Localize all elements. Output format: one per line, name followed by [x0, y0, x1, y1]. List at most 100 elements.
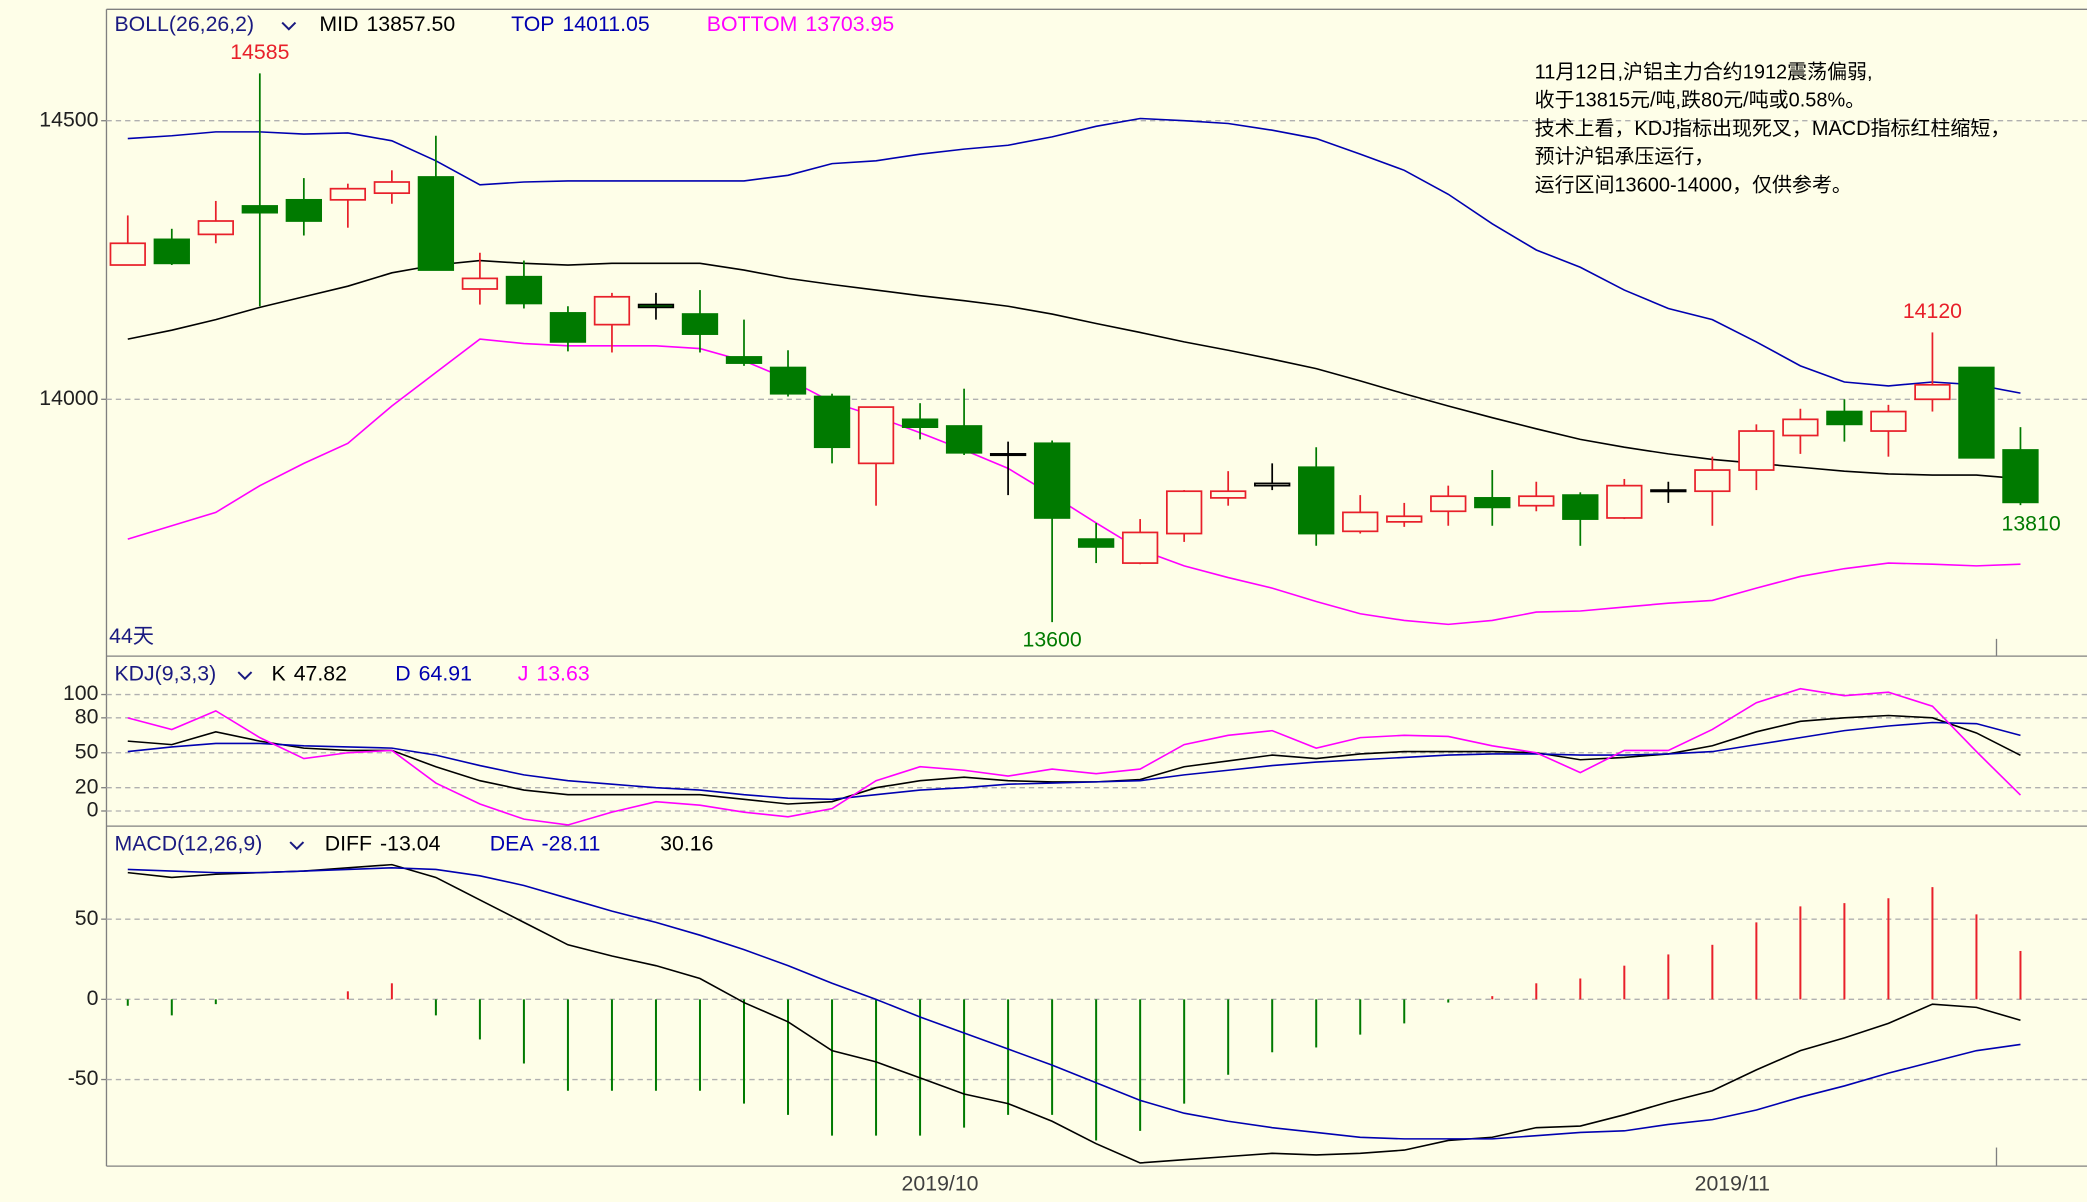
candle-body: [769, 366, 807, 395]
legend-entry: K 47.82: [272, 661, 347, 685]
candle-body: [153, 238, 190, 265]
note-line: 11月12日,沪铝主力合约1912震荡偏弱,: [1535, 60, 1873, 83]
indicator-line: [127, 117, 2021, 394]
candle-body: [1782, 418, 1819, 437]
candle-body: [329, 187, 367, 201]
candle-body: [373, 181, 411, 195]
candle-body: [1518, 495, 1555, 507]
y-tick-label: -50: [68, 1066, 99, 1090]
y-tick-label: 80: [75, 704, 99, 728]
legend-name: BOTTOM: [707, 12, 798, 36]
candle-body: [1958, 366, 1995, 459]
candle-body: [1298, 466, 1335, 535]
price-label: 13810: [2002, 512, 2061, 536]
note-line: 技术上看，KDJ指标出现死叉，MACD指标红柱缩短，: [1535, 117, 2011, 140]
candle-body: [1650, 489, 1687, 493]
candle-body: [1254, 482, 1291, 487]
price-label: 14585: [230, 40, 289, 64]
legend-value: -28.11: [542, 831, 601, 855]
legend-entry: BOTTOM 13703.95: [707, 12, 894, 36]
candle-body: [1474, 497, 1511, 509]
candle-body: [1562, 494, 1599, 520]
legend-value: 13.63: [536, 661, 589, 685]
candle-body: [725, 356, 763, 364]
candle-body: [989, 453, 1027, 457]
candle-body: [285, 198, 323, 222]
candle-body: [2002, 449, 2039, 504]
candle-body: [1210, 490, 1247, 499]
legend-name: DIFF: [325, 831, 372, 855]
y-tick-label: 20: [75, 774, 99, 798]
candle-body: [1342, 511, 1379, 533]
kdj-title: KDJ(9,3,3): [114, 661, 216, 685]
legend-entry: DIFF -13.04: [325, 831, 441, 855]
candle-body: [1077, 538, 1115, 548]
x-tick-label: 2019/10: [902, 1171, 979, 1195]
legend-entry: DEA -28.11: [490, 831, 601, 855]
candle-body: [1121, 531, 1159, 564]
candle-body: [1738, 430, 1775, 471]
candle-body: [945, 425, 983, 454]
legend-name: K: [272, 661, 286, 685]
legend-value: 13703.95: [805, 12, 894, 36]
candle-body: [461, 277, 499, 290]
legend-entry: MID 13857.50: [319, 12, 455, 36]
candle-body: [1430, 495, 1467, 513]
y-tick-label: 100: [63, 681, 99, 705]
dropdown-icon[interactable]: [281, 21, 297, 31]
y-tick-label: 0: [87, 986, 99, 1010]
candle-body: [901, 418, 939, 429]
dropdown-icon[interactable]: [289, 841, 305, 851]
candle-body: [1870, 410, 1907, 432]
y-tick-label: 14500: [39, 107, 98, 131]
candle-body: [1606, 484, 1643, 519]
macd-value: 30.16: [660, 831, 713, 855]
x-tick-label: 2019/11: [1695, 1171, 1770, 1195]
y-tick-label: 14000: [39, 386, 98, 410]
indicator-line: [127, 863, 2021, 1164]
legend-value: 14011.05: [562, 12, 649, 36]
candle-body: [505, 275, 543, 305]
macd-title: MACD(12,26,9): [114, 831, 262, 855]
candle-body: [1386, 515, 1423, 523]
legend-value: 13857.50: [366, 12, 455, 36]
legend-name: MID: [319, 12, 358, 36]
indicator-line: [127, 338, 2021, 626]
legend-name: J: [518, 661, 529, 685]
dropdown-icon[interactable]: [237, 671, 253, 681]
candle-body: [1694, 469, 1731, 493]
candle-body: [637, 303, 675, 309]
candle-body: [1914, 383, 1951, 401]
note-line: 预计沪铝承压运行，: [1535, 145, 1715, 168]
y-tick-label: 50: [75, 906, 99, 930]
note-line: 收于13815元/吨,跌80元/吨或0.58%。: [1535, 89, 1866, 112]
legend-value: 47.82: [294, 661, 347, 685]
indicator-line: [127, 867, 2021, 1140]
legend-name: TOP: [511, 12, 554, 36]
legend-name: D: [395, 661, 410, 685]
price-label: 14120: [1903, 299, 1962, 323]
candle-body: [593, 295, 631, 326]
y-tick-label: 0: [87, 798, 99, 822]
candle-body: [241, 205, 278, 214]
candle-body: [1033, 442, 1071, 519]
legend-entry: D 64.91: [395, 661, 472, 685]
candle-body: [1826, 410, 1863, 426]
legend-value: 64.91: [419, 661, 472, 685]
candle-body: [681, 313, 719, 335]
legend-name: DEA: [490, 831, 535, 855]
candle-body: [109, 242, 146, 266]
period-label: 44天: [109, 624, 154, 648]
legend-entry: TOP 14011.05: [511, 12, 650, 36]
y-tick-label: 50: [75, 739, 99, 763]
candle-body: [857, 406, 895, 465]
candle-body: [197, 220, 234, 236]
candle-body: [813, 395, 851, 449]
candle-body: [417, 176, 455, 271]
candle-body: [549, 312, 587, 343]
legend-entry: J 13.63: [518, 661, 590, 685]
indicator-line: [127, 687, 2022, 826]
legend-value: -13.04: [380, 831, 441, 855]
